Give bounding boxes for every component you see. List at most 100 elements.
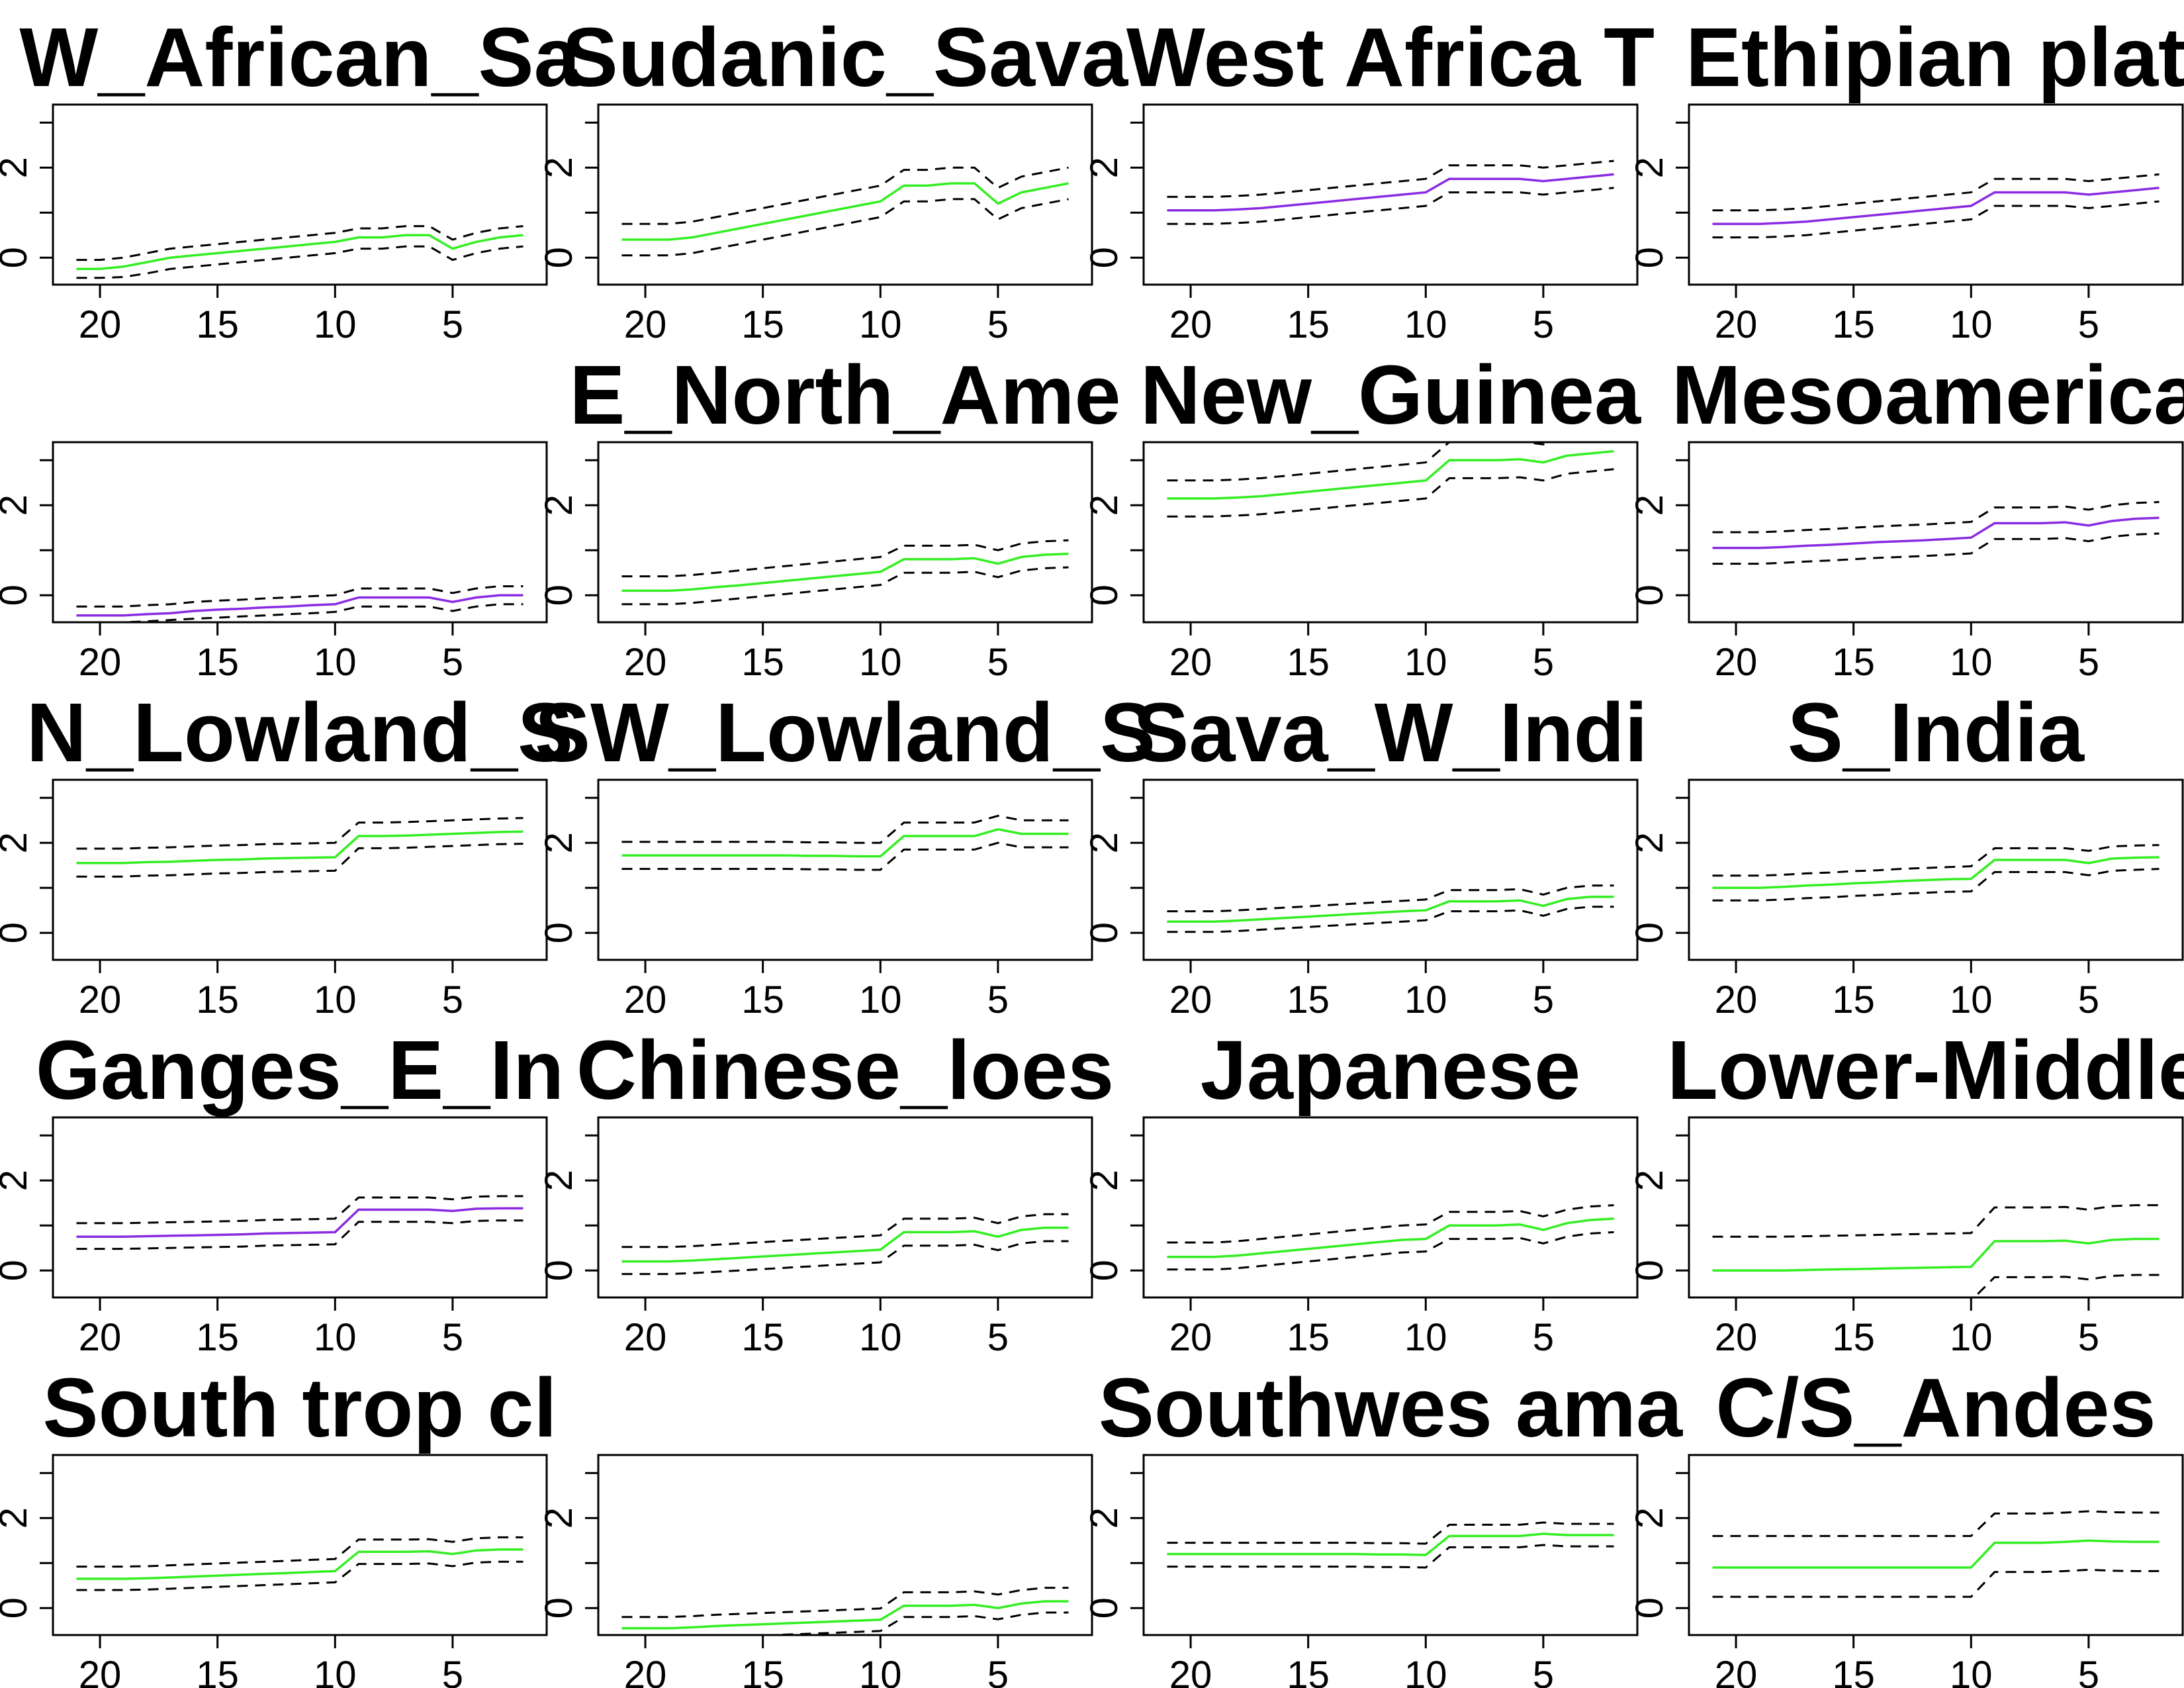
x-tick-label: 15 (1287, 1316, 1330, 1359)
upper-ci-line (1167, 442, 1555, 482)
x-tick-label: 5 (1533, 1316, 1554, 1359)
lower-ci-line (621, 841, 1069, 871)
x-tick-label: 15 (1287, 641, 1330, 684)
x-tick-label: 20 (1715, 1654, 1758, 1688)
lower-ci-line (1167, 906, 1614, 933)
panel-title: South trop cl (43, 1361, 557, 1454)
mean-line (1167, 1532, 1614, 1556)
mean-line (1167, 1217, 1614, 1258)
x-tick-label: 20 (624, 641, 667, 684)
mean-line (1712, 1237, 2160, 1272)
x-tick-label: 5 (2078, 1316, 2099, 1359)
x-tick-label: 15 (196, 1316, 239, 1359)
y-tick-label: 0 (1083, 247, 1126, 268)
y-tick-label: 0 (1628, 585, 1671, 606)
panel-1: W_African_Sa201510502 (0, 11, 581, 346)
lower-ci-line (1167, 468, 1614, 518)
plot-frame (52, 778, 548, 961)
x-tick-label: 5 (1533, 1654, 1554, 1688)
x-tick-label: 15 (196, 978, 239, 1021)
mean-line (621, 552, 1069, 592)
plot-frame (1142, 1116, 1639, 1299)
x-tick-label: 5 (2078, 303, 2099, 346)
y-tick-label: 2 (1083, 494, 1126, 516)
x-tick-label: 10 (314, 1654, 357, 1688)
panel-title: C/S_Andes (1715, 1361, 2156, 1454)
x-tick-label: 5 (1533, 303, 1554, 346)
x-tick-label: 10 (1950, 1654, 1993, 1688)
panel-7: New_Guinea 20 15 10 5 0 2 (1083, 348, 1641, 684)
y-tick-label: 2 (537, 1170, 580, 1191)
x-tick-label: 5 (987, 303, 1009, 346)
x-tick-label: 10 (1950, 641, 1993, 684)
panel-9: N_Lowland_S 20 15 10 5 0 2 (0, 686, 573, 1021)
plot-frame (1688, 103, 2184, 286)
mean-line (621, 182, 1069, 241)
upper-ci-line (76, 225, 523, 261)
mean-line (621, 1226, 1069, 1263)
panel-title: Ganges_E_In (36, 1023, 564, 1117)
x-tick-label: 5 (2078, 641, 2099, 684)
upper-ci-line (1712, 1204, 2160, 1238)
panel-title: Japanese (1201, 1023, 1580, 1117)
lower-ci-line (1712, 200, 2160, 239)
panel-title: West Africa T (1126, 11, 1655, 104)
y-tick-label: 0 (0, 1260, 35, 1281)
x-tick-label: 20 (624, 1654, 667, 1688)
x-tick-label: 15 (741, 1654, 784, 1688)
lower-ci-line (76, 603, 523, 622)
mean-line (1167, 449, 1614, 500)
x-tick-label: 10 (314, 1316, 357, 1359)
plot-frame (1688, 1116, 2184, 1299)
plot-frame (1688, 778, 2184, 961)
panel-title: W_African_Sa (19, 11, 580, 104)
y-tick-label: 2 (0, 157, 35, 178)
x-tick-label: 10 (859, 978, 902, 1021)
mean-line (76, 1548, 523, 1580)
mean-line (621, 1600, 1069, 1630)
lower-ci-line (1167, 1544, 1614, 1569)
x-tick-label: 10 (1404, 303, 1447, 346)
x-tick-label: 10 (859, 1654, 902, 1688)
x-tick-label: 15 (1287, 303, 1330, 346)
x-tick-label: 10 (859, 303, 902, 346)
upper-ci-line (1167, 160, 1614, 198)
x-tick-label: 10 (1404, 978, 1447, 1021)
mean-line (76, 1207, 523, 1238)
x-tick-label: 20 (1169, 1654, 1212, 1688)
y-tick-label: 2 (537, 494, 580, 516)
y-tick-label: 0 (1628, 247, 1671, 268)
plot-frame (52, 1116, 548, 1299)
x-tick-label: 20 (79, 641, 122, 684)
x-tick-label: 15 (1832, 1316, 1875, 1359)
x-tick-label: 5 (442, 641, 463, 684)
panel-13: Ganges_E_In 20 15 10 5 0 2 (0, 1023, 564, 1359)
x-tick-label: 5 (1533, 641, 1554, 684)
upper-ci-line (76, 585, 523, 608)
mean-line (76, 594, 523, 617)
x-tick-label: 5 (442, 303, 463, 346)
y-tick-label: 2 (1083, 1507, 1126, 1528)
x-tick-label: 15 (1832, 303, 1875, 346)
plot-frame (597, 1454, 1093, 1636)
lower-ci-line (1972, 1274, 2160, 1297)
x-tick-label: 15 (196, 1654, 239, 1688)
upper-ci-line (621, 814, 1069, 844)
panel-title: Ethipian plat (1686, 11, 2184, 104)
plot-frame (1688, 1454, 2184, 1636)
lower-ci-line (76, 1560, 523, 1591)
panel-title: S_India (1788, 686, 2085, 779)
x-tick-label: 10 (314, 303, 357, 346)
plot-frame (1142, 103, 1639, 286)
y-tick-label: 0 (1083, 1597, 1126, 1618)
x-tick-label: 15 (741, 303, 784, 346)
panel-title: New_Guinea (1140, 348, 1641, 442)
lower-ci-line (1712, 868, 2160, 902)
x-tick-label: 15 (1832, 641, 1875, 684)
upper-ci-line (621, 1213, 1069, 1248)
y-tick-label: 2 (1628, 1507, 1671, 1528)
x-tick-label: 15 (1832, 1654, 1875, 1688)
x-tick-label: 5 (987, 1654, 1009, 1688)
x-tick-label: 15 (1287, 978, 1330, 1021)
